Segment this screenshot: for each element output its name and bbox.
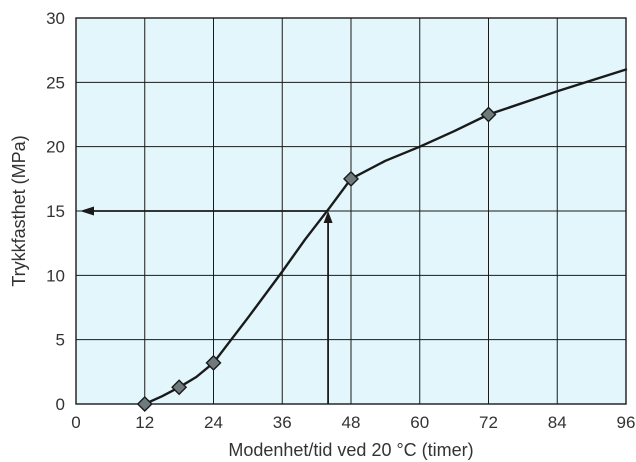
data-point-marker: [480, 106, 497, 123]
x-tick-label: 24: [204, 413, 223, 432]
x-tick-label: 72: [479, 413, 498, 432]
x-tick-label: 36: [273, 413, 292, 432]
x-tick-label: 48: [342, 413, 361, 432]
series-line: [143, 68, 628, 406]
vertical-arrow-head: [323, 211, 333, 223]
x-tick-label: 84: [548, 413, 567, 432]
data-point-marker: [136, 396, 153, 412]
series: [136, 68, 628, 412]
annotations: [80, 206, 333, 404]
x-tick-labels: 0 12 24 36 48 60 72 84 96: [71, 413, 635, 432]
x-tick-label: 60: [410, 413, 429, 432]
x-axis-title: Modenhet/tid ved 20 °C (timer): [228, 440, 473, 460]
x-tick-label: 0: [71, 413, 80, 432]
y-tick-label: 15: [46, 202, 65, 221]
y-tick-label: 10: [46, 266, 65, 285]
x-tick-label: 12: [135, 413, 154, 432]
y-tick-label: 30: [46, 9, 65, 28]
y-axis-title: Trykkfasthet (MPa): [9, 135, 29, 286]
y-tick-label: 25: [46, 73, 65, 92]
data-point-marker: [205, 354, 222, 371]
y-tick-label: 20: [46, 138, 65, 157]
y-tick-labels: 0 5 10 15 20 25 30: [46, 9, 65, 414]
y-tick-label: 5: [56, 331, 65, 350]
y-tick-label: 0: [56, 395, 65, 414]
data-point-marker: [171, 379, 188, 396]
horizontal-arrow-head: [80, 206, 94, 216]
x-tick-label: 96: [617, 413, 636, 432]
data-point-marker: [343, 170, 359, 187]
